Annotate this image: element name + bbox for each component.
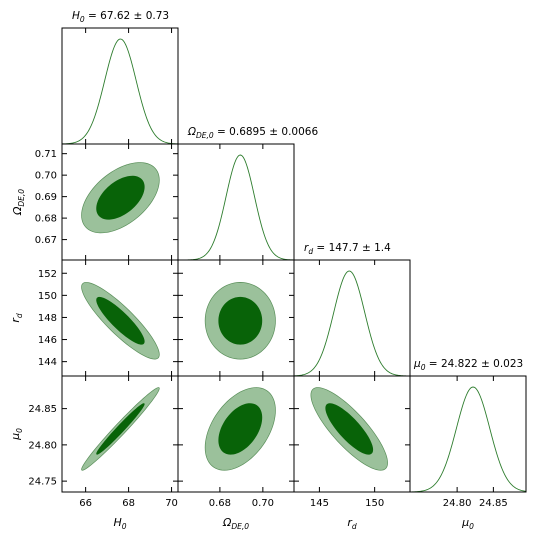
posterior-curve [178, 154, 295, 261]
x-tick-label: 24.80 [443, 498, 472, 509]
contour-1sigma [96, 296, 145, 345]
contour-group [310, 387, 388, 471]
x-tick-label: 70 [165, 498, 178, 509]
x-tick-label: 68 [122, 498, 135, 509]
y-axis-label-rd: rd [9, 313, 24, 323]
panel-mu0-vs-OmegaDE0 [204, 387, 276, 471]
y-axis-label-mu0: μ0 [9, 428, 24, 441]
panel-1d-OmegaDE0 [178, 154, 295, 261]
contour-1sigma [325, 403, 374, 455]
panel-frame [409, 375, 527, 493]
posterior-curve [61, 38, 179, 145]
posterior-title-rd: rd = 147.7 ± 1.4 [304, 242, 391, 256]
y-tick-label: 0.71 [35, 149, 57, 160]
contour-group [81, 282, 160, 360]
panel-mu0-vs-rd [310, 387, 388, 471]
y-tick-label: 0.70 [35, 171, 57, 182]
contour-group [81, 162, 160, 234]
posterior-curve [409, 386, 527, 493]
posterior-title-H0: H0 = 67.62 ± 0.73 [72, 10, 169, 24]
y-tick-label: 24.75 [28, 477, 57, 488]
y-tick-label: 146 [38, 335, 57, 346]
y-tick-label: 0.67 [35, 235, 57, 246]
x-tick-label: 66 [79, 498, 92, 509]
x-axis-label-H0: H0 [113, 516, 126, 531]
panel-frame [61, 27, 179, 145]
y-tick-label: 0.69 [35, 192, 57, 203]
contour-group [81, 387, 160, 471]
panel-mu0-vs-H0 [81, 387, 160, 471]
x-axis-label-mu0: μ0 [461, 516, 474, 531]
panel-frame [177, 143, 295, 261]
x-tick-label: 24.85 [479, 498, 508, 509]
x-tick-label: 150 [365, 498, 384, 509]
y-tick-label: 148 [38, 313, 57, 324]
posterior-title-mu0: μ0 = 24.822 ± 0.023 [413, 358, 523, 372]
panel-1d-rd [293, 270, 411, 377]
y-tick-label: 144 [38, 357, 57, 368]
y-tick-label: 0.68 [35, 214, 57, 225]
y-tick-label: 150 [38, 291, 57, 302]
y-tick-label: 24.85 [28, 404, 57, 415]
panel-rd-vs-H0 [81, 282, 160, 360]
contour-1sigma [218, 296, 263, 345]
y-axis-label-OmegaDE0: ΩDE,0 [11, 189, 26, 216]
contour-1sigma [218, 403, 263, 455]
x-axis-label-OmegaDE0: ΩDE,0 [222, 516, 249, 531]
x-axis-label-rd: rd [347, 516, 357, 531]
posterior-title-OmegaDE0: ΩDE,0 = 0.6895 ± 0.0066 [187, 126, 318, 140]
contour-1sigma [96, 175, 145, 220]
x-tick-label: 0.70 [252, 498, 274, 509]
panel-frame [293, 259, 411, 377]
y-tick-label: 24.80 [28, 440, 57, 451]
x-tick-label: 0.68 [209, 498, 231, 509]
contour-1sigma [96, 403, 145, 455]
y-tick-label: 152 [38, 269, 57, 280]
panel-rd-vs-OmegaDE0 [204, 282, 276, 360]
posterior-curve [293, 270, 411, 377]
panel-1d-H0 [61, 38, 179, 145]
panel-OmegaDE0-vs-H0 [81, 162, 160, 234]
panel-1d-mu0 [409, 386, 527, 493]
contour-group [204, 282, 276, 360]
x-tick-label: 145 [310, 498, 329, 509]
contour-group [204, 387, 276, 471]
